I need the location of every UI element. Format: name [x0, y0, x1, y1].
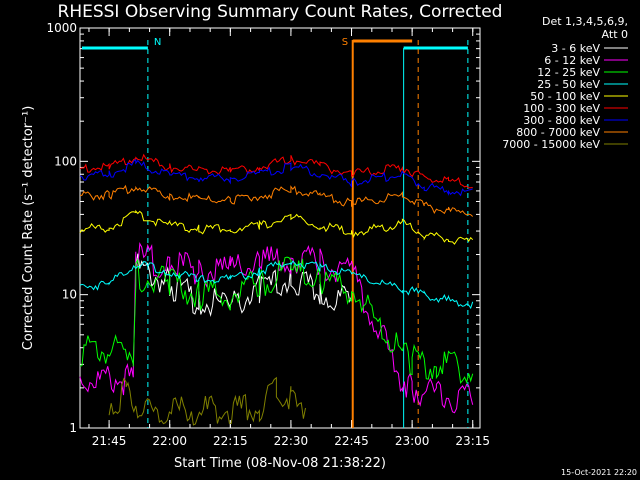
x-tick-label: 23:00 — [395, 434, 430, 448]
legend-label: 7000 - 15000 keV — [502, 138, 600, 151]
series-line — [79, 209, 474, 245]
series-line — [80, 184, 474, 217]
legend-label: 300 - 800 keV — [523, 114, 600, 127]
legend-label: 25 - 50 keV — [537, 78, 600, 91]
series-line — [108, 376, 306, 426]
plot-frame — [79, 27, 481, 429]
y-tick-label: 1000 — [46, 21, 77, 35]
series-line — [135, 253, 352, 317]
legend-label: 100 - 300 keV — [523, 102, 600, 115]
x-axis-label: Start Time (08-Nov-08 21:38:22) — [174, 456, 386, 471]
series-line — [79, 158, 473, 197]
y-axis-label: Corrected Count Rate (s⁻¹ detector⁻¹) — [21, 106, 36, 351]
x-tick-label: 21:45 — [92, 434, 127, 448]
plot-area: 1 10 100 1000 21:45 22:00 22:15 22:30 22:45 23:00… — [46, 21, 490, 448]
legend-label: 6 - 12 keV — [544, 54, 600, 67]
x-tick-label: 22:45 — [334, 434, 369, 448]
footer-timestamp: 15-Oct-2021 22:20 — [561, 468, 637, 477]
night-label: N — [154, 37, 161, 48]
legend-header-line-1: Det 1,3,4,5,6,9, — [542, 15, 628, 28]
legend-header-line-2: Att 0 — [602, 28, 628, 41]
legend-label: 800 - 7000 keV — [516, 126, 600, 139]
series-line — [79, 242, 474, 414]
x-tick-label: 22:00 — [152, 434, 187, 448]
chart-title: RHESSI Observing Summary Count Rates, Co… — [58, 2, 503, 22]
y-tick-label: 1 — [69, 421, 77, 435]
series-line — [79, 153, 473, 189]
saa-label: S — [342, 37, 348, 48]
x-tick-label: 22:15 — [213, 434, 248, 448]
x-tick-label: 23:15 — [455, 434, 490, 448]
series-line — [79, 260, 474, 310]
y-tick-label: 100 — [54, 154, 77, 168]
legend-label: 3 - 6 keV — [551, 42, 600, 55]
legend-label: 12 - 25 keV — [537, 66, 600, 79]
x-tick-label: 22:30 — [274, 434, 309, 448]
legend-label: 50 - 100 keV — [530, 90, 600, 103]
series-line — [79, 256, 474, 384]
y-tick-label: 10 — [62, 288, 77, 302]
